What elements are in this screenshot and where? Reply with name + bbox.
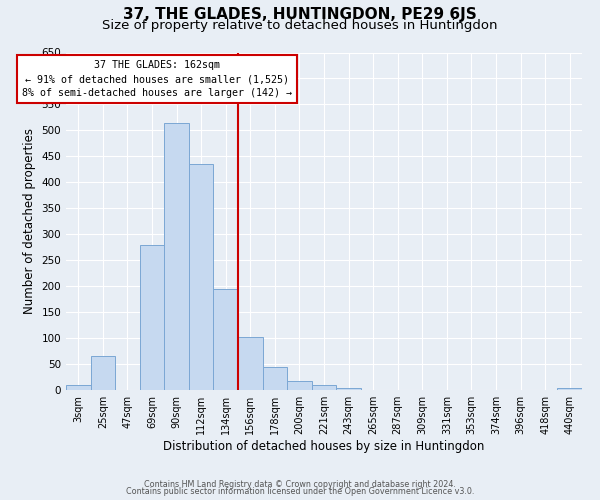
Bar (164, 122, 189, 390)
Text: 37 THE GLADES: 162sqm
← 91% of detached houses are smaller (1,525)
8% of semi-de: 37 THE GLADES: 162sqm ← 91% of detached … (22, 60, 292, 98)
Y-axis label: Number of detached properties: Number of detached properties (23, 128, 36, 314)
Text: Contains HM Land Registry data © Crown copyright and database right 2024.: Contains HM Land Registry data © Crown c… (144, 480, 456, 489)
Bar (140, 244, 164, 390)
Bar (91, 356, 115, 390)
Bar (557, 388, 582, 390)
Bar (214, 289, 238, 390)
Bar (189, 164, 214, 390)
Bar (336, 388, 361, 390)
X-axis label: Distribution of detached houses by size in Huntingdon: Distribution of detached houses by size … (163, 440, 485, 453)
Bar (238, 336, 263, 390)
Bar (287, 380, 312, 390)
Bar (263, 366, 287, 390)
Text: Contains public sector information licensed under the Open Government Licence v3: Contains public sector information licen… (126, 487, 474, 496)
Bar (312, 385, 336, 390)
Bar (66, 385, 91, 390)
Text: Size of property relative to detached houses in Huntingdon: Size of property relative to detached ho… (102, 18, 498, 32)
Text: 37, THE GLADES, HUNTINGDON, PE29 6JS: 37, THE GLADES, HUNTINGDON, PE29 6JS (123, 8, 477, 22)
